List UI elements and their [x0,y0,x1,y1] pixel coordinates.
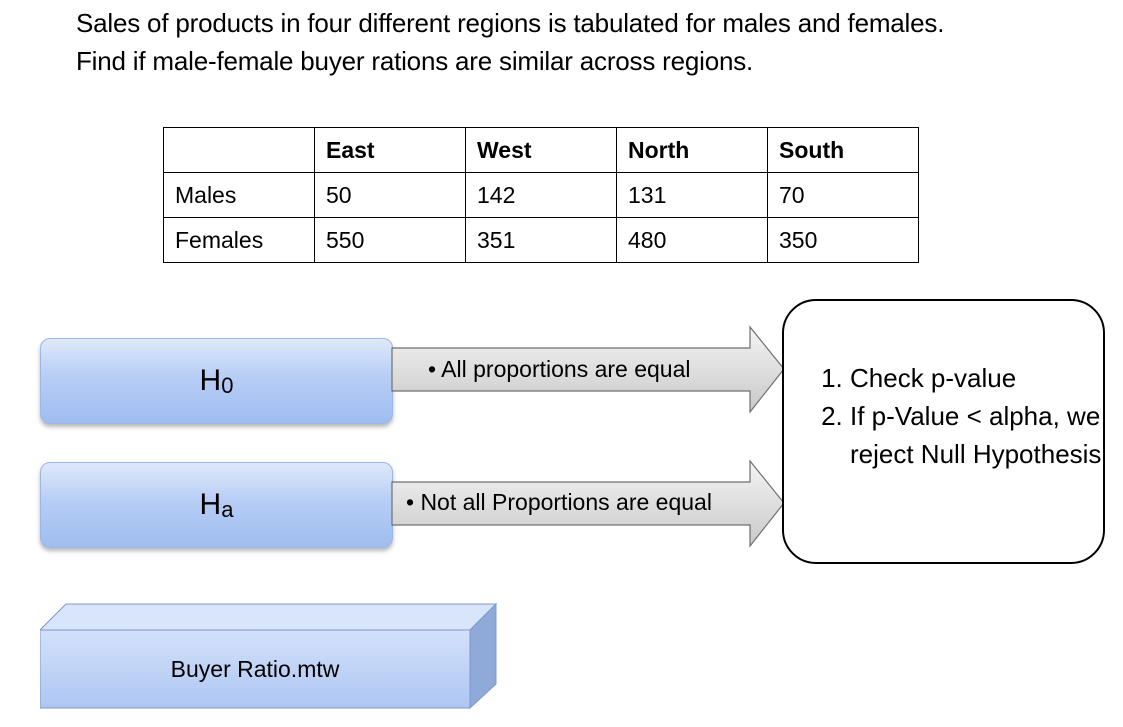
table-row: Females 550 351 480 350 [163,217,919,263]
header-cell-south: South [767,127,919,173]
row-label: Males [163,172,315,218]
header-cell-empty [163,127,315,173]
table-cell: 480 [616,217,768,263]
null-hypothesis-arrow [391,325,785,414]
alternative-hypothesis-symbol: Ha [199,487,234,522]
data-file-name: Buyer Ratio.mtw [170,655,340,682]
sales-table: East West North South Males 50 142 131 7… [163,127,919,263]
table-cell: 351 [465,217,617,263]
null-hypothesis-symbol: H0 [199,363,234,398]
table-cell: 550 [314,217,466,263]
alternative-hypothesis-box: Ha [40,462,393,548]
table-header-row: East West North South [163,127,919,173]
problem-line-1: Sales of products in four different regi… [76,8,945,38]
decision-steps-list: Check p-value If p-Value < alpha, we rej… [808,359,1123,473]
header-cell-west: West [465,127,617,173]
table-cell: 50 [314,172,466,218]
table-cell: 350 [767,217,919,263]
data-file-shape [40,603,498,710]
table-cell: 142 [465,172,617,218]
table-row: Males 50 142 131 70 [163,172,919,218]
table-cell: 131 [616,172,768,218]
list-item: If p-Value < alpha, we reject Null Hypot… [850,397,1123,473]
null-hypothesis-box: H0 [40,338,393,424]
problem-statement: Sales of products in four different regi… [76,4,1096,80]
table-cell: 70 [767,172,919,218]
problem-line-2: Find if male-female buyer rations are si… [76,46,754,76]
header-cell-north: North [616,127,768,173]
alternative-hypothesis-statement: • Not all Proportions are equal [406,489,712,515]
list-item: Check p-value [850,359,1123,397]
header-cell-east: East [314,127,466,173]
alternative-hypothesis-arrow [391,459,785,548]
null-hypothesis-statement: • All proportions are equal [428,356,691,382]
decision-rule-box: Check p-value If p-Value < alpha, we rej… [782,299,1105,564]
row-label: Females [163,217,315,263]
